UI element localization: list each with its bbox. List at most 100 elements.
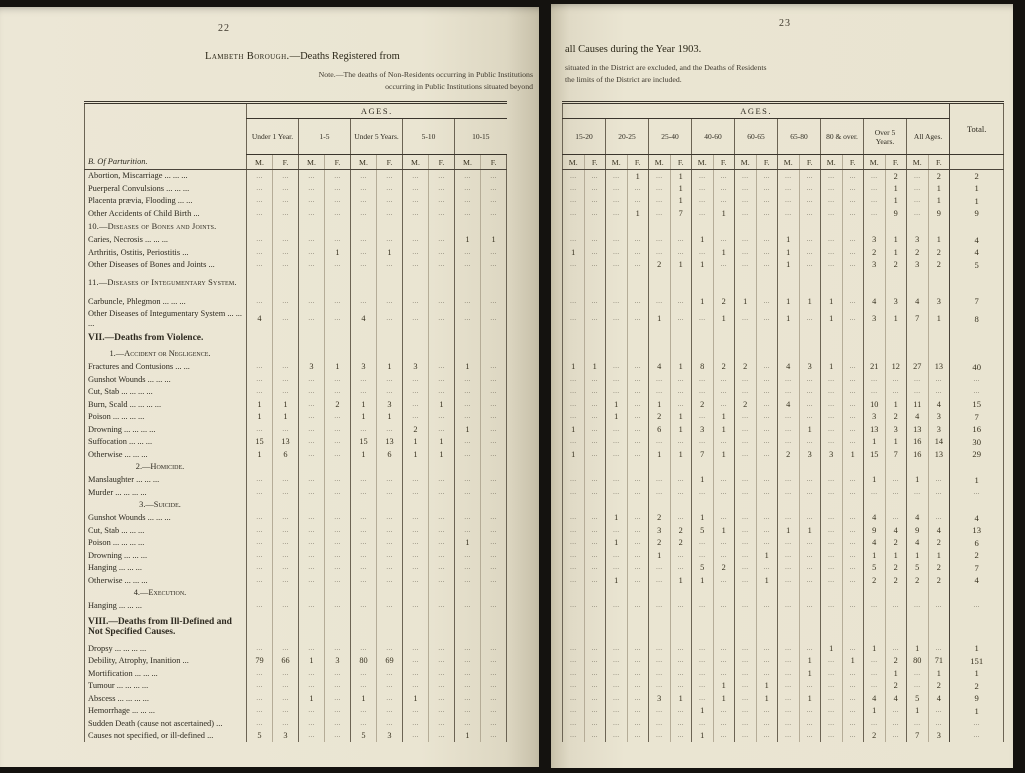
table-row: .................. 5 2.................. 5 2… [562, 561, 1005, 574]
value-cell: ... [562, 549, 584, 562]
table-row: ........................................… [562, 717, 1005, 730]
value-cell: 1 [884, 435, 907, 448]
value-cell: 1 [863, 642, 885, 655]
value-cell: ... [605, 423, 627, 436]
value-cell: 2 [927, 561, 950, 574]
total-cell: ... [949, 486, 1005, 499]
value-cell: ... [562, 536, 584, 549]
value-cell: ... [402, 524, 429, 537]
total-cell [949, 498, 1005, 512]
value-cell: ... [798, 561, 821, 574]
value-cell: 4 [884, 692, 907, 705]
value-cell: 1 [820, 360, 842, 373]
table-row: Tumour ... ... ... .....................… [85, 679, 508, 692]
value-cell: 2 [324, 398, 351, 411]
section-row [562, 219, 1005, 234]
value-cell: 1 [428, 398, 455, 411]
value-cell: ... [298, 246, 325, 259]
value-cell: ... [798, 373, 821, 386]
section-label: 4.—Execution. [133, 588, 187, 598]
value-cell: 3 [906, 233, 928, 246]
value-cell [927, 586, 950, 600]
sex-label-cell: F. [798, 154, 821, 170]
value-cell: ... [272, 233, 299, 246]
value-cell: ... [906, 385, 928, 398]
value-cell: 15 [350, 435, 377, 448]
value-cell: ... [820, 207, 842, 220]
label-column-header [84, 101, 247, 155]
value-cell [906, 460, 928, 474]
value-cell: ... [734, 561, 756, 574]
value-cell [376, 271, 403, 295]
value-cell: 1 [605, 574, 627, 587]
value-cell: ... [841, 524, 864, 537]
value-cell: ... [734, 642, 756, 655]
value-cell: ... [246, 574, 273, 587]
value-cell: ... [428, 360, 455, 373]
value-cell: ... [402, 246, 429, 259]
value-cell: ... [272, 574, 299, 587]
value-cell: 1 [376, 410, 403, 423]
value-cell: ... [626, 448, 649, 461]
value-cell: 1 [712, 410, 735, 423]
value-cell: ... [562, 654, 584, 667]
value-cell: ... [691, 182, 713, 195]
value-cell: ... [712, 536, 735, 549]
value-cell: 1 [863, 704, 885, 717]
value-cell: ... [691, 410, 713, 423]
value-cell: ... [350, 295, 377, 308]
deaths-table-over-15: AGES. Total. 15-20 20-25 25-40 40-60 60-65 65-8… [561, 101, 1005, 742]
value-cell: ... [691, 486, 713, 499]
table-row: ............... 1........................… [562, 194, 1005, 207]
value-cell: ... [562, 717, 584, 730]
value-cell: ... [562, 258, 584, 271]
value-cell: ... [626, 194, 649, 207]
value-cell: ... [246, 717, 273, 730]
value-cell: 1 [777, 258, 799, 271]
value-cell: ... [648, 373, 670, 386]
value-cell: ... [734, 233, 756, 246]
value-cell: ... [298, 704, 325, 717]
section-row: VIII.—Deaths from Ill-Defined and Not Sp… [85, 612, 508, 642]
value-cell: ... [884, 599, 907, 612]
value-cell: ... [755, 654, 778, 667]
value-cell [712, 329, 735, 348]
value-cell: ... [272, 679, 299, 692]
value-cell [798, 612, 821, 642]
left-title-rest: —Deaths Registered from [289, 51, 400, 62]
value-cell: 1 [669, 692, 692, 705]
value-cell: ... [479, 717, 508, 730]
value-cell: ... [841, 410, 864, 423]
section-row: 11.—Diseases of Integumentary System. [85, 271, 508, 295]
value-cell: 1 [927, 233, 950, 246]
table-row: Manslaughter ... ... ...................… [85, 473, 508, 486]
total-cell: 5 [949, 258, 1005, 271]
value-cell: ... [324, 486, 351, 499]
value-cell [626, 612, 649, 642]
value-cell: 1 [669, 258, 692, 271]
value-cell: ... [479, 536, 508, 549]
value-cell: ... [734, 410, 756, 423]
value-cell [691, 347, 713, 361]
value-cell: 2 [863, 574, 885, 587]
row-label: Carbuncle, Phlegmon ... ... ... [88, 296, 186, 306]
value-cell [691, 460, 713, 474]
value-cell: 4 [777, 360, 799, 373]
value-cell: 3 [376, 729, 403, 742]
value-cell: ... [324, 423, 351, 436]
value-cell: ... [428, 536, 455, 549]
value-cell: ... [884, 385, 907, 398]
value-cell: ... [324, 182, 351, 195]
value-cell [884, 498, 907, 512]
value-cell: 1 [691, 258, 713, 271]
value-cell [605, 347, 627, 361]
value-cell: ... [272, 667, 299, 680]
value-cell: 4 [863, 692, 885, 705]
value-cell [841, 219, 864, 234]
value-cell: ... [884, 729, 907, 742]
value-cell: ... [906, 194, 928, 207]
value-cell: ... [798, 574, 821, 587]
value-cell: ... [246, 360, 273, 373]
value-cell: ... [927, 704, 950, 717]
